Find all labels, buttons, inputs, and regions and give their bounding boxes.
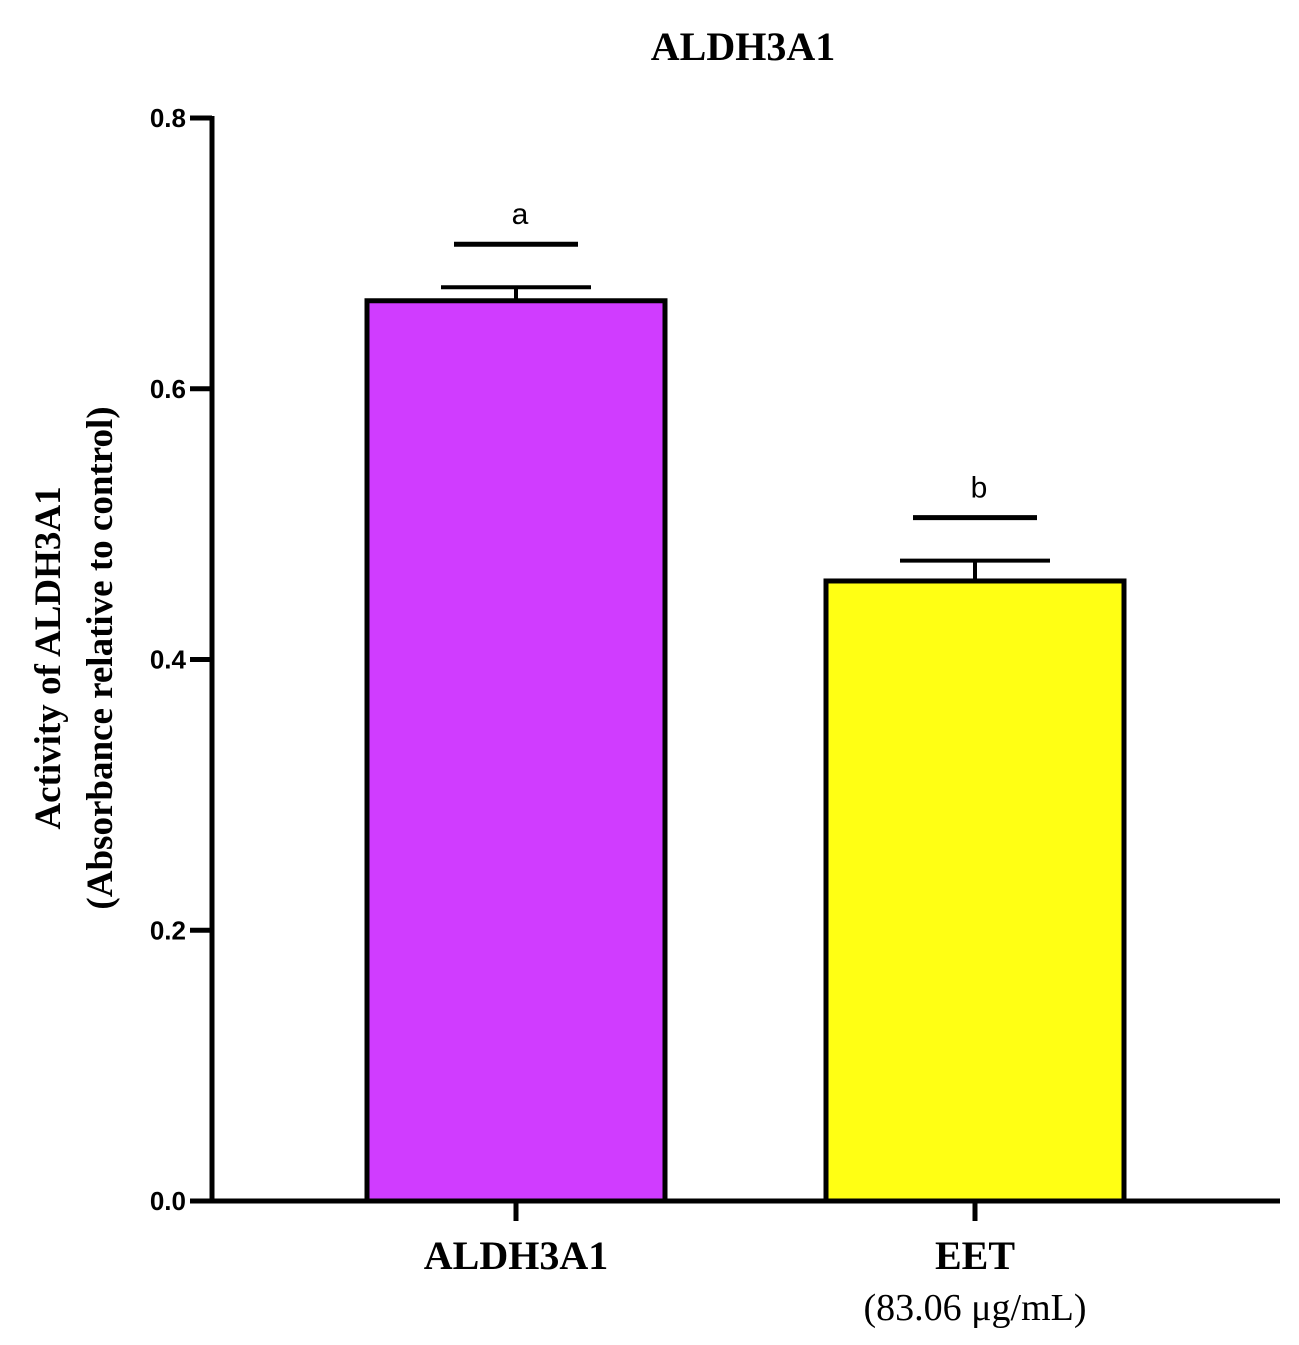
significance-letter: a xyxy=(512,198,529,231)
y-axis-label-line-2: (Absorbance relative to control) xyxy=(80,406,121,909)
y-tick-label: 0.2 xyxy=(150,915,186,945)
y-tick-label: 0.6 xyxy=(150,374,186,404)
significance-letter: b xyxy=(971,472,988,505)
x-category-label: EET xyxy=(935,1233,1015,1278)
y-tick-label: 0.8 xyxy=(150,103,186,133)
bar-aldh3a1 xyxy=(364,298,668,1204)
bar-eet xyxy=(823,578,1127,1204)
y-tick-label: 0.0 xyxy=(150,1186,186,1216)
x-category-label: ALDH3A1 xyxy=(424,1233,608,1278)
x-category-sublabel: (83.06 μg/mL) xyxy=(863,1287,1086,1329)
y-tick-label: 0.4 xyxy=(150,645,187,675)
chart-title: ALDH3A1 xyxy=(651,24,835,69)
y-axis-label-line-1: Activity of ALDH3A1 xyxy=(28,486,69,829)
